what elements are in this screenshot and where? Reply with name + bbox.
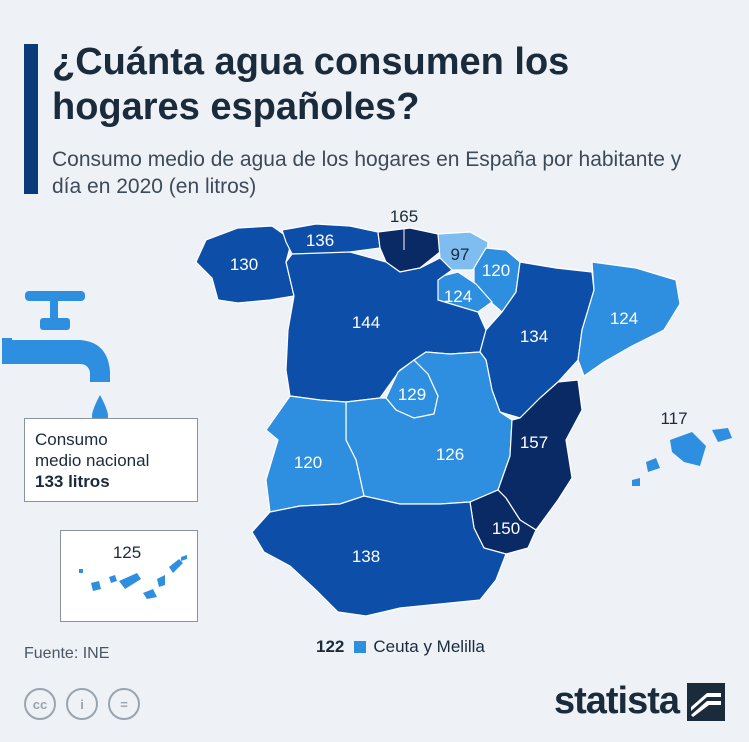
source-note: Fuente: INE: [24, 645, 110, 662]
legend-value: 122: [316, 637, 345, 656]
region-asturias: [281, 223, 381, 255]
value-aragon: 134: [520, 327, 548, 346]
region-canarias: [79, 555, 187, 599]
national-line1: Consumo: [35, 430, 108, 449]
value-castilla-mancha: 126: [436, 445, 464, 464]
value-galicia: 130: [230, 255, 258, 274]
value-andalucia: 138: [352, 547, 380, 566]
value-cataluna: 124: [610, 309, 638, 328]
national-value: 133 litros: [35, 472, 110, 491]
equals-icon[interactable]: =: [108, 688, 140, 720]
region-valenciana: [497, 379, 583, 531]
value-navarra: 120: [482, 261, 510, 280]
person-icon[interactable]: i: [66, 688, 98, 720]
value-cantabria: 165: [390, 207, 418, 226]
value-castilla-leon: 144: [352, 313, 380, 332]
legend-label: Ceuta y Melilla: [373, 637, 485, 656]
statista-logo[interactable]: statista: [554, 680, 725, 723]
chart-title: ¿Cuánta agua consumen los hogares españo…: [52, 41, 570, 128]
water-drop-icon: [92, 395, 108, 424]
region-baleares: [632, 428, 732, 486]
title-accent-bar: [24, 44, 38, 194]
national-line2: medio nacional: [35, 451, 150, 470]
value-valenciana: 157: [520, 433, 548, 452]
water-tap-icon: [2, 291, 110, 424]
region-cataluna: [577, 261, 681, 377]
national-average-box: Consumo medio nacional 133 litros: [24, 418, 198, 502]
value-asturias: 136: [306, 231, 334, 250]
region-galicia: [195, 225, 295, 304]
legend: 122 Ceuta y Melilla: [316, 637, 485, 657]
value-baleares: 117: [660, 409, 687, 428]
value-madrid: 129: [398, 385, 426, 404]
canarias-inset: 125: [60, 530, 198, 622]
canarias-islands: 125: [79, 543, 187, 599]
logo-mark-icon: [687, 682, 725, 721]
value-pais-vasco: 97: [451, 245, 470, 264]
value-extremadura: 120: [294, 453, 322, 472]
value-canarias: 125: [113, 543, 141, 562]
region-andalucia: [251, 495, 507, 617]
legend-swatch: [354, 641, 367, 653]
license-icons: cc i =: [24, 688, 140, 720]
value-murcia: 150: [492, 519, 520, 538]
logo-text: statista: [553, 680, 680, 722]
chart-subtitle: Consumo medio de agua de los hogares en …: [52, 148, 682, 198]
value-la-rioja: 124: [444, 287, 472, 306]
cc-icon[interactable]: cc: [24, 688, 56, 720]
